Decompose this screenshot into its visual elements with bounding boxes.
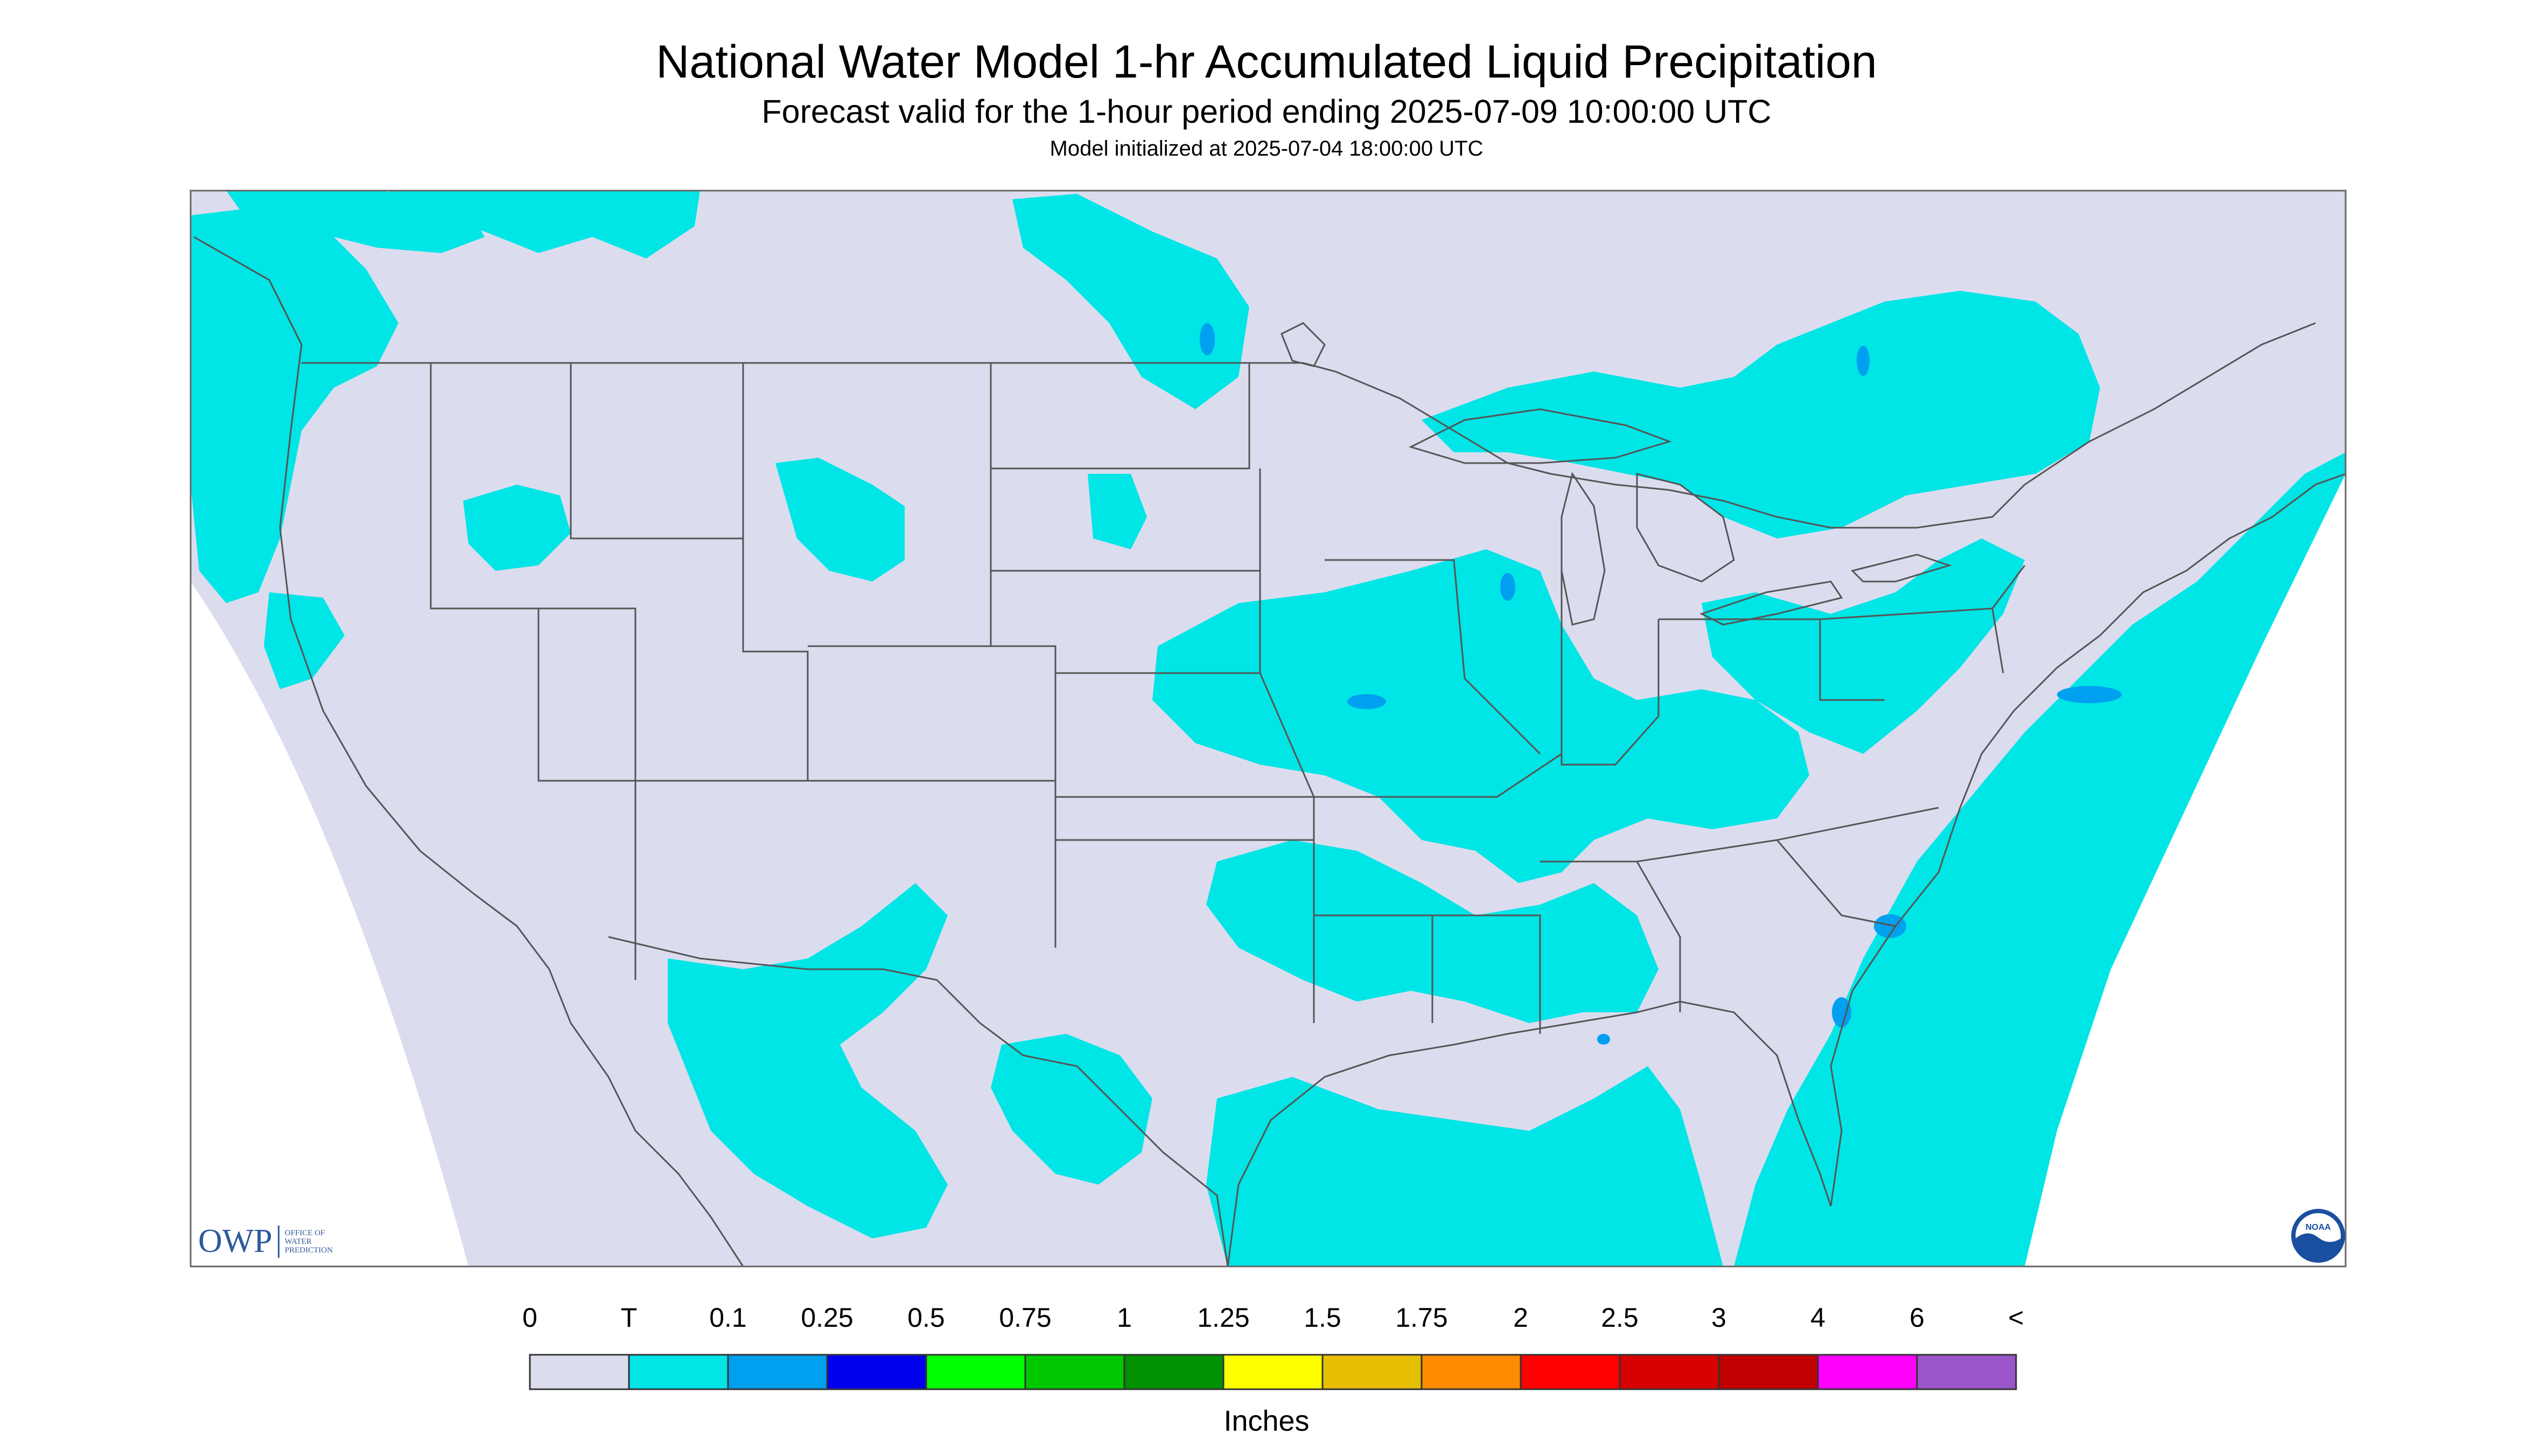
owp-logo-divider <box>277 1225 279 1258</box>
precip-area-saskatchewan <box>1012 194 1249 409</box>
legend-color-swatch <box>1817 1354 1918 1390</box>
legend-color-swatch <box>1619 1354 1720 1390</box>
legend-color-swatch <box>925 1354 1026 1390</box>
precip-area-ohio-valley <box>1702 538 2025 754</box>
legend-tick-label: 1.25 <box>1197 1303 1250 1333</box>
owp-logo-text: OWP <box>198 1223 272 1259</box>
precip-area-superior-canada <box>1422 291 2100 538</box>
heavier-spot <box>1874 914 1906 938</box>
forecast-valid-subtitle: Forecast valid for the 1-hour period end… <box>761 93 1772 130</box>
owp-logo: OWP OFFICE OF WATER PREDICTION <box>198 1222 333 1261</box>
color-legend-bar <box>529 1354 2017 1390</box>
legend-tick-label: 2 <box>1513 1303 1528 1333</box>
legend-color-swatch <box>1718 1354 1819 1390</box>
legend-tick-label: 0.5 <box>907 1303 945 1333</box>
heavier-spot <box>1500 573 1515 601</box>
noaa-logo-icon: NOAA <box>2291 1209 2345 1263</box>
legend-color-swatch <box>1123 1354 1224 1390</box>
heavier-spot <box>1597 1034 1610 1045</box>
legend-color-swatch <box>628 1354 729 1390</box>
legend-tick-label: < <box>2008 1303 2024 1333</box>
legend-color-swatch <box>1321 1354 1423 1390</box>
legend-color-swatch <box>1421 1354 1522 1390</box>
state-lines-west <box>430 363 1056 980</box>
legend-tick-label: 0.1 <box>709 1303 747 1333</box>
precip-area-canada-prairie <box>388 191 700 258</box>
legend-tick-label: 0 <box>522 1303 537 1333</box>
precip-area-gulf <box>1206 1066 1723 1266</box>
map-frame-border <box>190 190 2347 1268</box>
legend-tick-label: 1.75 <box>1395 1303 1448 1333</box>
state-lines-central <box>991 363 1681 1034</box>
legend-color-swatch <box>1916 1354 2017 1390</box>
legend-color-swatch <box>1024 1354 1125 1390</box>
heavier-spot <box>1857 346 1870 376</box>
lake-ontario <box>1851 554 1952 583</box>
legend-tick-label: 4 <box>1810 1303 1825 1333</box>
state-lines-east <box>1561 565 2026 927</box>
legend-tick-label: 0.75 <box>999 1303 1052 1333</box>
precip-area-midwest <box>1152 549 1809 883</box>
noaa-logo-text: NOAA <box>2305 1223 2331 1232</box>
heavier-spot <box>1200 323 1215 355</box>
legend-color-swatch <box>1520 1354 1621 1390</box>
lake-superior <box>1408 408 1672 464</box>
legend-color-swatch <box>1222 1354 1324 1390</box>
lake-erie <box>1699 580 1843 626</box>
lake-michigan <box>1561 472 1606 626</box>
precip-area-montana <box>775 458 905 582</box>
legend-tick-label: 6 <box>1909 1303 1925 1333</box>
heavier-spot <box>1832 997 1851 1027</box>
legend-tick-label: 1 <box>1117 1303 1132 1333</box>
lake-huron <box>1636 473 1735 583</box>
heavier-precip-spots <box>1200 323 2122 1045</box>
precip-area-california-coast <box>264 592 345 689</box>
heavier-spot <box>1347 694 1386 709</box>
owp-logo-subtext: OFFICE OF WATER PREDICTION <box>284 1228 333 1255</box>
state-and-country-boundaries <box>193 236 2346 1267</box>
legend-tick-label: 1.5 <box>1304 1303 1341 1333</box>
legend-color-swatch <box>826 1354 927 1390</box>
units-label: Inches <box>1223 1405 1310 1437</box>
lake-winnipeg <box>1281 322 1326 367</box>
legend-tick-label: 0.25 <box>801 1303 853 1333</box>
border-canada <box>302 322 2316 529</box>
precip-area-sd <box>1088 474 1147 549</box>
legend-tick-label: 3 <box>1711 1303 1726 1333</box>
legend-color-swatch <box>727 1354 828 1390</box>
precip-area-east-coast <box>1734 452 2346 1266</box>
border-mexico <box>608 936 1229 1267</box>
precip-area-southwest <box>668 883 948 1238</box>
model-init-line: Model initialized at 2025-07-04 18:00:00… <box>1049 137 1484 160</box>
map-title: National Water Model 1-hr Accumulated Li… <box>656 36 1877 88</box>
legend-tick-label: 2.5 <box>1601 1303 1639 1333</box>
precip-area-mexico <box>991 1034 1152 1185</box>
heavier-spot <box>2057 686 2122 703</box>
legend-tick-label: T <box>620 1303 638 1333</box>
coastline-west <box>193 236 744 1267</box>
coastline-east <box>1830 473 2346 1207</box>
precip-area-idaho <box>463 485 571 571</box>
legend-color-swatch <box>529 1354 630 1390</box>
coastline-gulf <box>1227 1000 1832 1267</box>
